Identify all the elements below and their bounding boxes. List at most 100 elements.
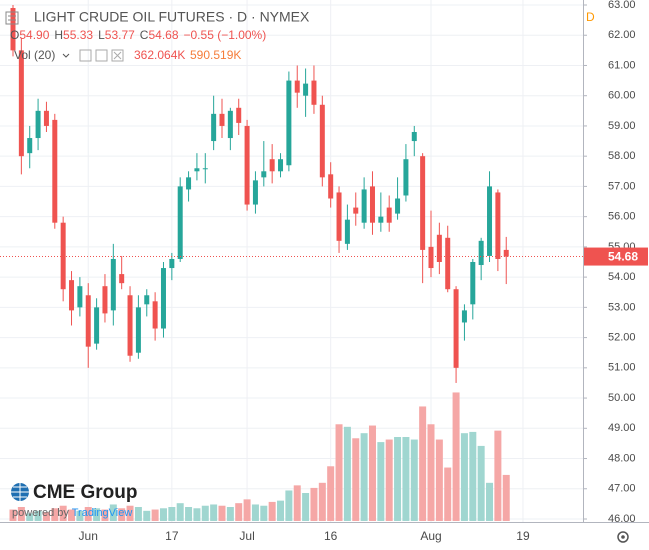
candle-body bbox=[411, 131, 417, 142]
candle-body bbox=[202, 168, 208, 170]
candle-body bbox=[35, 110, 41, 139]
candle-body bbox=[102, 286, 108, 314]
candle-body bbox=[286, 80, 292, 166]
volume-bar bbox=[335, 424, 343, 521]
candle-body bbox=[194, 168, 200, 172]
candle-body bbox=[177, 186, 183, 259]
candle-body bbox=[269, 159, 275, 172]
candle-body bbox=[336, 192, 342, 241]
volume-bar bbox=[101, 509, 109, 521]
candle-body bbox=[278, 159, 284, 172]
x-tick-label: 17 bbox=[165, 529, 179, 543]
candle-body bbox=[85, 295, 91, 347]
candle-body bbox=[43, 110, 49, 126]
candle-body bbox=[311, 80, 317, 105]
candle-body bbox=[119, 274, 125, 284]
ohlc-key: C bbox=[140, 28, 149, 42]
y-tick-label: 50.00 bbox=[608, 392, 636, 404]
volume-bar bbox=[486, 482, 494, 521]
settings-gear-hub bbox=[621, 535, 625, 539]
candle-body bbox=[294, 80, 300, 93]
symbol-icon[interactable] bbox=[5, 11, 19, 25]
powered-by-text: powered by bbox=[12, 507, 69, 519]
candle-body bbox=[353, 207, 359, 214]
candle-body bbox=[303, 83, 309, 96]
volume-bar bbox=[118, 508, 126, 521]
brand-name: CME Group bbox=[33, 482, 138, 503]
candle-body bbox=[261, 171, 267, 178]
powered-by: powered by TradingView bbox=[12, 507, 132, 519]
icon-eye[interactable] bbox=[79, 49, 92, 62]
candle-body bbox=[152, 301, 158, 329]
ohlc-value: 55.33 bbox=[63, 28, 93, 42]
candle-body bbox=[219, 113, 225, 126]
x-tick-label: Jun bbox=[79, 529, 98, 543]
volume-bar bbox=[302, 493, 310, 521]
y-tick-label: 46.00 bbox=[608, 513, 636, 525]
candle-body bbox=[445, 237, 451, 290]
volume-pane bbox=[9, 392, 510, 521]
y-tick-label: 48.00 bbox=[608, 452, 636, 464]
volume-bar bbox=[360, 433, 368, 521]
ohlc-key: O bbox=[10, 28, 19, 42]
volume-bar bbox=[343, 426, 351, 521]
x-tick-label: 16 bbox=[324, 529, 338, 543]
candle-body bbox=[503, 249, 509, 257]
candle-body bbox=[487, 186, 493, 256]
volume-bar bbox=[410, 439, 418, 521]
settings-gear[interactable] bbox=[617, 531, 629, 543]
volume-bar bbox=[251, 504, 259, 521]
volume-bar bbox=[469, 431, 477, 521]
icon-close-x bbox=[113, 51, 122, 60]
volume-bar bbox=[185, 507, 193, 521]
candle-body bbox=[478, 240, 484, 266]
ohlc-legend: O54.90 H55.33 L53.77 C54.68 −0.55 (−1.00%) bbox=[10, 28, 266, 42]
volume-bar bbox=[9, 509, 17, 521]
candle-body bbox=[18, 50, 24, 157]
volume-bar bbox=[293, 485, 301, 521]
candle-body bbox=[186, 177, 192, 190]
volume-bar bbox=[59, 505, 67, 521]
ohlc-key: L bbox=[98, 28, 105, 42]
volume-bar bbox=[68, 509, 76, 521]
candle-body bbox=[77, 286, 83, 308]
icon-settings[interactable] bbox=[95, 49, 108, 62]
powered-by-name[interactable]: TradingView bbox=[72, 507, 133, 519]
candle-body bbox=[344, 219, 350, 244]
volume-bar bbox=[310, 487, 318, 521]
volume-bar bbox=[419, 406, 427, 521]
y-tick-label: 51.00 bbox=[608, 362, 636, 374]
volume-bar bbox=[193, 508, 201, 521]
candle-body bbox=[27, 138, 33, 154]
ohlc-key: H bbox=[54, 28, 63, 42]
candle-body bbox=[319, 104, 325, 178]
chevron[interactable] bbox=[62, 53, 70, 58]
candles bbox=[0, 5, 583, 383]
volume-bar bbox=[176, 503, 184, 521]
last-price-box bbox=[584, 247, 648, 266]
volume-legend-name: Vol (20) bbox=[14, 48, 55, 62]
volume-bar bbox=[452, 392, 460, 521]
volume-bar bbox=[201, 505, 209, 521]
volume-bar bbox=[243, 499, 251, 521]
x-tick-label: Jul bbox=[239, 529, 254, 543]
candle-body bbox=[169, 258, 175, 269]
volume-bar bbox=[352, 438, 360, 521]
volume-bar bbox=[460, 433, 468, 521]
candle-body bbox=[244, 125, 250, 205]
volume-bar bbox=[143, 510, 151, 521]
y-tick-label: 53.00 bbox=[608, 301, 636, 313]
last-price-label: 54.68 bbox=[608, 250, 638, 264]
candle-body bbox=[386, 207, 392, 223]
icon-close[interactable] bbox=[111, 49, 124, 62]
volume-bar bbox=[42, 512, 50, 521]
candle-body bbox=[69, 280, 75, 311]
candle-body bbox=[10, 8, 16, 51]
volume-bar bbox=[368, 425, 376, 521]
candle-body bbox=[236, 107, 242, 123]
candle-body bbox=[94, 307, 100, 344]
candle-body bbox=[395, 198, 401, 214]
volume-bar bbox=[34, 510, 42, 521]
